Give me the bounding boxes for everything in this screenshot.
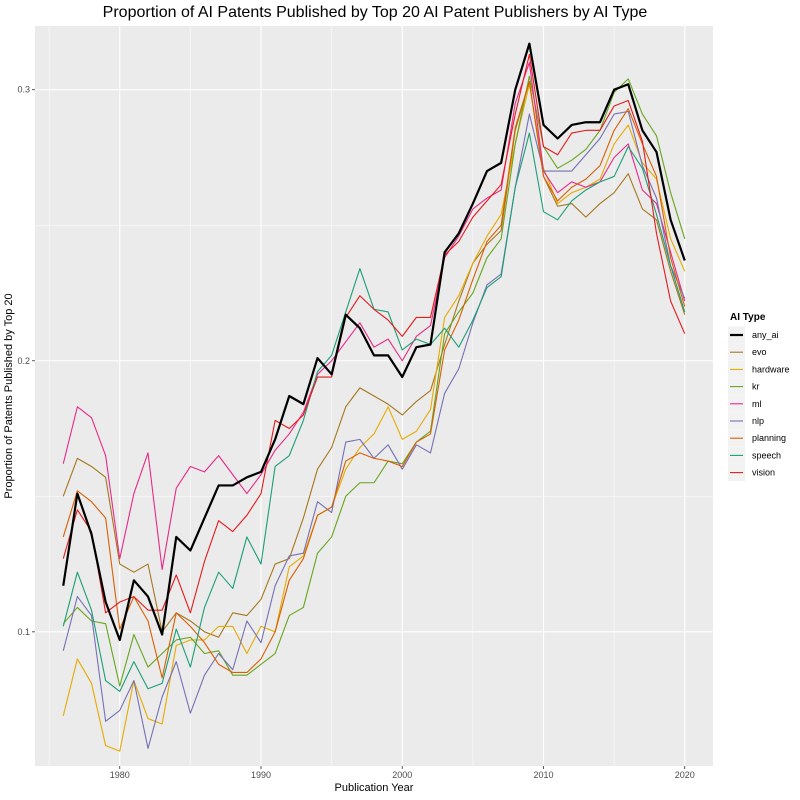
legend-title: AI Type bbox=[730, 312, 766, 323]
x-tick-label: 1980 bbox=[110, 770, 130, 780]
series-line-evo bbox=[62, 81, 686, 638]
x-axis-title: Publication Year bbox=[335, 782, 414, 794]
legend-label-any-ai: any_ai bbox=[752, 330, 779, 340]
legend-label-evo: evo bbox=[752, 347, 767, 357]
x-tick-label: 2010 bbox=[533, 770, 553, 780]
series-line-hardware bbox=[62, 83, 686, 752]
series-line-any-ai bbox=[62, 42, 686, 642]
y-tick-label: 0.3 bbox=[17, 85, 30, 95]
grid-minor bbox=[35, 26, 713, 766]
x-tick-label: 2020 bbox=[675, 770, 695, 780]
x-tick-labels: 1980 1990 2000 2010 2020 bbox=[110, 770, 695, 780]
series-line-kr bbox=[62, 75, 686, 687]
y-tick-labels: 0.1 0.2 0.3 bbox=[17, 85, 30, 637]
legend-label-planning: planning bbox=[752, 433, 786, 443]
y-tick-label: 0.2 bbox=[17, 356, 30, 366]
y-axis-title: Proportion of Patents Published by Top 2… bbox=[3, 293, 15, 498]
legend-label-vision: vision bbox=[752, 468, 775, 478]
legend-label-kr: kr bbox=[752, 382, 760, 392]
legend-label-nlp: nlp bbox=[752, 416, 764, 426]
series-lines bbox=[62, 42, 686, 752]
x-tick-label: 1990 bbox=[251, 770, 271, 780]
axis-ticks bbox=[32, 89, 686, 769]
y-tick-label: 0.1 bbox=[17, 627, 30, 637]
legend-label-ml: ml bbox=[752, 399, 762, 409]
x-tick-label: 2000 bbox=[392, 770, 412, 780]
legend-label-hardware: hardware bbox=[752, 364, 790, 374]
grid-major bbox=[35, 26, 713, 766]
legend-label-speech: speech bbox=[752, 450, 781, 460]
series-line-ml bbox=[62, 62, 686, 571]
chart-title: Proportion of AI Patents Published by To… bbox=[103, 4, 648, 21]
series-line-planning bbox=[62, 81, 686, 679]
